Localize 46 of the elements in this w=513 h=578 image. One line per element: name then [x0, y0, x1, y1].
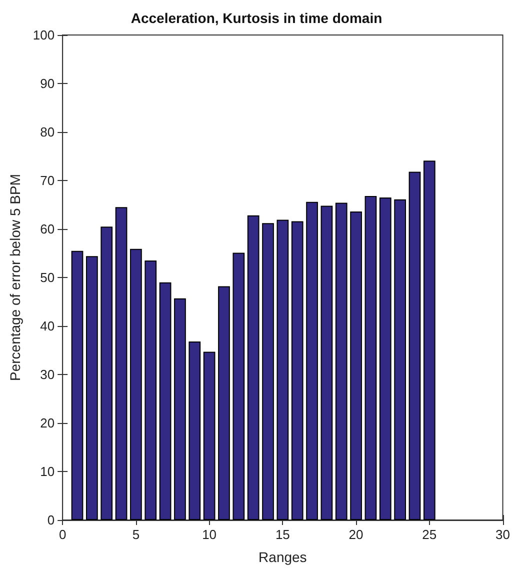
- bar: [247, 215, 260, 520]
- y-tick-label: 90: [40, 76, 55, 91]
- bar: [394, 199, 406, 520]
- bar: [379, 197, 392, 520]
- x-tick-label: 25: [422, 527, 437, 542]
- x-tick-label: 20: [348, 527, 364, 542]
- bar: [100, 226, 113, 520]
- bar: [130, 248, 142, 520]
- x-tick-label: 15: [275, 527, 290, 542]
- bar: [232, 252, 245, 520]
- bar: [262, 223, 274, 520]
- y-tick-label: 70: [40, 173, 55, 188]
- bar: [188, 342, 201, 520]
- bar: [86, 256, 98, 520]
- x-tick-label: 10: [202, 527, 217, 542]
- bar: [291, 221, 304, 520]
- y-tick-label: 30: [40, 367, 55, 382]
- bar: [423, 160, 436, 520]
- y-tick-label: 40: [40, 318, 55, 334]
- x-tick-label: 5: [132, 527, 140, 542]
- x-axis-title: Ranges: [258, 549, 307, 565]
- x-tick-label: 30: [496, 527, 510, 542]
- y-tick-label: 50: [40, 270, 55, 285]
- bar: [350, 212, 362, 520]
- bar: [174, 298, 186, 520]
- y-tick-label: 80: [40, 124, 55, 140]
- bar: [159, 282, 172, 520]
- y-axis-title: Percentage of error below 5 BPM: [7, 174, 23, 381]
- bar: [276, 220, 289, 520]
- bar: [71, 250, 84, 520]
- y-tick-label: 60: [40, 222, 55, 236]
- bar: [408, 172, 421, 520]
- bar: [218, 286, 230, 520]
- y-tick-label: 20: [40, 416, 55, 430]
- x-tick-label: 0: [58, 527, 66, 542]
- y-tick-label: 0: [47, 512, 55, 528]
- bar: [364, 196, 377, 520]
- bar: [203, 352, 216, 520]
- y-tick-label: 10: [40, 464, 55, 479]
- chart-title: Acceleration, Kurtosis in time domain: [130, 10, 382, 26]
- y-tick-label: 100: [32, 28, 55, 42]
- bar: [335, 202, 348, 520]
- bar: [144, 260, 157, 520]
- bar: [115, 207, 128, 520]
- bar: [320, 206, 333, 520]
- bar: [306, 202, 318, 520]
